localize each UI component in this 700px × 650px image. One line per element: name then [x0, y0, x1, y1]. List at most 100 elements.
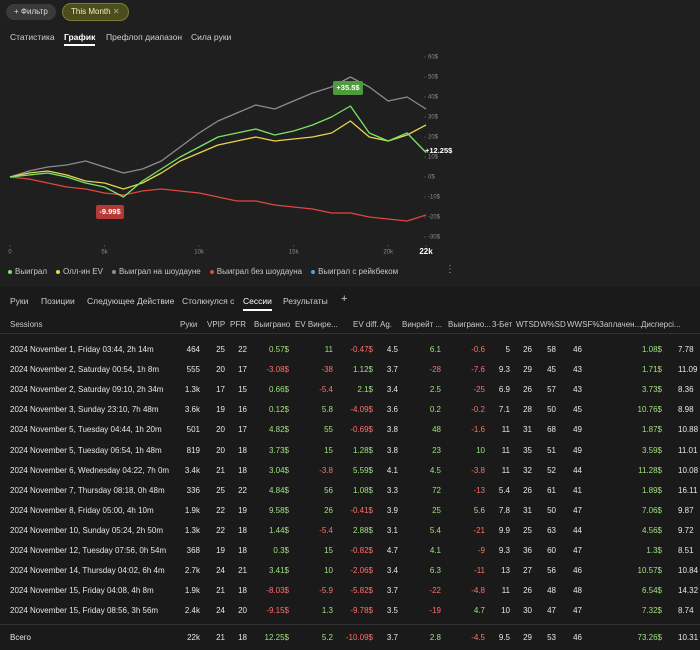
table-cell: 56	[547, 566, 556, 576]
column-header[interactable]: Заплачен...	[599, 320, 642, 329]
column-header[interactable]: WTSD	[516, 320, 540, 329]
table-cell: 32	[523, 465, 532, 475]
subtab[interactable]: Руки	[10, 296, 29, 306]
chip-close[interactable]: ✕	[112, 7, 120, 16]
subtab[interactable]: Сессии	[243, 296, 272, 311]
table-cell: 44	[573, 525, 582, 535]
table-cell: 3.73$	[268, 445, 289, 455]
y-tick-label: 60$	[428, 55, 439, 61]
table-cell: -3.08$	[266, 365, 289, 375]
table-cell: 5	[505, 345, 510, 354]
table-cell: -38	[321, 365, 333, 375]
table-cell: 3.7	[386, 586, 398, 596]
table-cell: 68	[547, 425, 556, 435]
tab[interactable]: График	[64, 32, 96, 46]
table-cell: 47	[573, 505, 582, 515]
legend-label: Выиграл без шоудауна	[216, 267, 303, 276]
table-cell: 50	[547, 505, 556, 515]
table-cell: -3.8	[471, 465, 485, 475]
table-cell: 555	[186, 365, 200, 375]
column-header[interactable]: EV Винре...	[295, 320, 338, 329]
column-header[interactable]: Ag.	[380, 320, 393, 329]
table-cell: 10	[476, 445, 485, 455]
table-cell: 9.3	[498, 365, 510, 375]
column-header[interactable]: WWSF%	[567, 320, 600, 329]
table-cell: 1.9k	[184, 586, 200, 596]
legend-dot	[311, 269, 316, 274]
table-cell: 22	[238, 485, 247, 495]
legend-item[interactable]: Выиграл без шоудауна	[209, 267, 303, 276]
column-header[interactable]: PFR	[230, 320, 246, 329]
column-header[interactable]: 3-Бет	[492, 320, 513, 329]
column-header[interactable]: VPIP	[207, 320, 226, 329]
tab[interactable]: Префлоп диапазон	[106, 32, 183, 42]
legend-item[interactable]: Олл-ин EV	[56, 267, 103, 276]
table-cell: -7.6	[471, 365, 485, 375]
table-cell: 26	[523, 485, 532, 495]
table-cell: 5.4	[429, 525, 441, 535]
table-cell: 21	[216, 586, 225, 596]
x-tick-label: 0	[8, 250, 12, 256]
table-cell: 22k	[187, 633, 200, 642]
table-cell: -9	[477, 546, 485, 555]
table-cell: 57	[547, 385, 556, 395]
tab[interactable]: Статистика	[10, 32, 55, 42]
table-cell: 0.12$	[268, 405, 289, 415]
table-cell: 46	[573, 566, 582, 576]
table-cell: -28	[429, 365, 441, 375]
table-cell: 11.01	[678, 445, 698, 455]
table-cell: 2.7k	[184, 566, 200, 576]
table-cell: 2024 November 5, Tuesday 04:44, 1h 20m	[10, 425, 162, 435]
subtab[interactable]: Следующее Действие	[87, 296, 175, 306]
legend-item[interactable]: Выиграл с рейкбеком	[311, 267, 398, 276]
y-tick-label: 20$	[428, 135, 439, 141]
annotation-label: +12.25$	[425, 146, 453, 155]
table-cell: 2024 November 3, Sunday 23:10, 7h 48m	[10, 405, 159, 415]
filter-button[interactable]: + Фильтр	[6, 4, 56, 20]
table-cell: 11.09	[678, 365, 698, 375]
filter-chip[interactable]: This Month ✕	[62, 3, 129, 21]
table-cell: 4.84$	[268, 485, 289, 495]
column-header[interactable]: Sessions	[10, 320, 43, 329]
table-cell: -5.4	[319, 525, 333, 535]
table-cell: 2024 November 12, Tuesday 07:56, 0h 54m	[10, 546, 167, 555]
table-cell: 7.78	[678, 345, 694, 354]
subtab[interactable]: Столкнулся с	[182, 296, 235, 306]
table-cell: 5.59$	[352, 465, 373, 475]
subtab[interactable]: +	[341, 293, 348, 305]
table-cell: 48	[547, 586, 556, 596]
table-cell: 35	[523, 445, 532, 455]
subtab[interactable]: Результаты	[283, 296, 328, 306]
table-cell: 4.1	[429, 546, 441, 555]
table-cell: Всего	[10, 633, 31, 642]
table-cell: 1.3k	[184, 525, 200, 535]
table-cell: 50	[547, 405, 556, 415]
table-cell: 45	[547, 365, 556, 375]
tab[interactable]: Сила руки	[191, 32, 232, 42]
legend-label: Выиграл	[15, 267, 48, 276]
chart-menu[interactable]: ⋮	[445, 264, 455, 275]
subtab[interactable]: Позиции	[41, 296, 75, 306]
column-header[interactable]: W%SD	[540, 320, 566, 329]
table-cell: 9.9	[498, 525, 510, 535]
table-cell: 10.31	[678, 633, 699, 642]
table-cell: 4.7	[473, 606, 485, 616]
table-cell: 6.1	[429, 345, 441, 354]
table-cell: 3.3	[386, 485, 398, 495]
table-cell: 2024 November 14, Thursday 04:02, 6h 4m	[10, 566, 165, 576]
table-cell: 22	[238, 345, 247, 354]
column-header[interactable]: Выиграно	[254, 320, 291, 329]
table-cell: 20	[238, 606, 247, 616]
table-cell: 47	[547, 606, 556, 616]
column-header[interactable]: Выиграно...	[448, 320, 491, 329]
legend-item[interactable]: Выиграл	[8, 267, 47, 276]
column-header[interactable]: EV diff.	[353, 320, 379, 329]
table-cell: 3.73$	[641, 385, 662, 395]
column-header[interactable]: Дисперсі...	[641, 320, 681, 329]
table-cell: 2024 November 2, Saturday 00:54, 1h 8m	[10, 365, 159, 375]
column-header[interactable]: Руки	[180, 320, 198, 329]
table-cell: 9.5	[498, 633, 510, 642]
table-cell: 0.66$	[268, 385, 289, 395]
legend-item[interactable]: Выиграл на шоудауне	[111, 267, 201, 276]
column-header[interactable]: Винрейт ...	[402, 320, 443, 329]
